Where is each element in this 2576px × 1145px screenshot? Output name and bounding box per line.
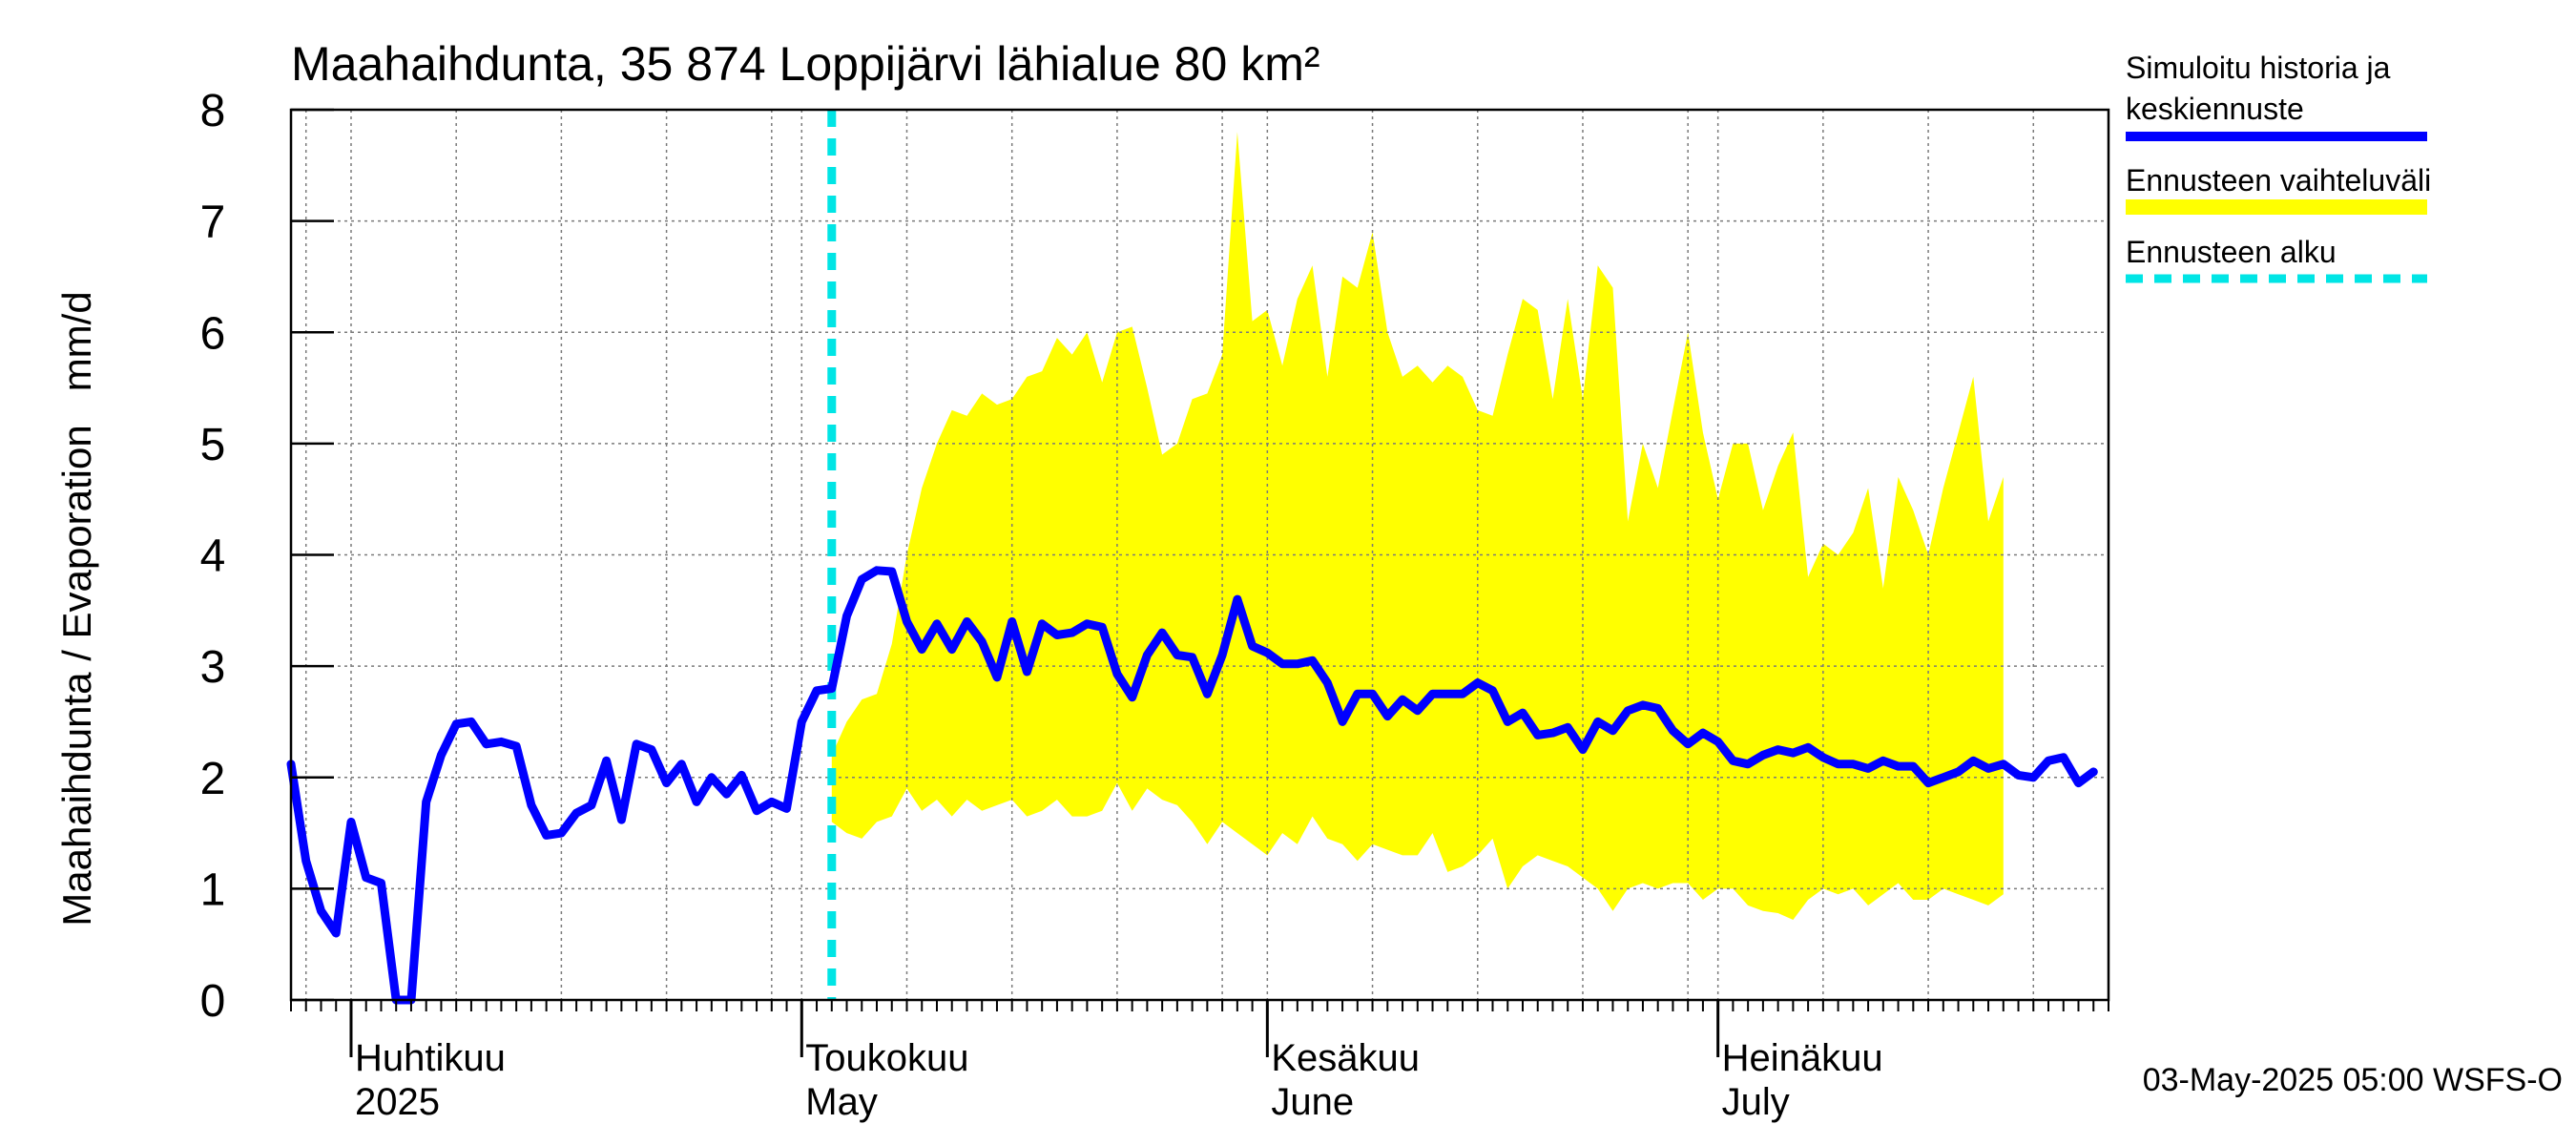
legend-forecast-start-label: Ennusteen alku [2126,235,2337,269]
chart-title: Maahaihdunta, 35 874 Loppijärvi lähialue… [291,37,1320,91]
forecast-range-band [831,132,2004,921]
x-month-label: Heinäkuu [1722,1037,1883,1079]
y-tick-label: 6 [200,308,226,359]
legend-band-label: Ennusteen vaihteluväli [2126,163,2431,198]
x-month-sublabel: June [1271,1081,1354,1123]
series-layer [286,110,2098,1005]
y-axis-label: Maahaihdunta / Evaporation mm/d [54,291,99,926]
x-month-sublabel: 2025 [355,1081,440,1123]
footer-timestamp: 03-May-2025 05:00 WSFS-O [2143,1062,2563,1098]
y-tick-label: 8 [200,86,226,136]
median-series-line [286,566,2098,1005]
axis-label-layer: 012345678Huhtikuu2025ToukokuuMayKesäkuuJ… [200,86,1883,1123]
y-tick-label: 4 [200,531,226,582]
y-tick-label: 2 [200,754,226,804]
x-month-label: Toukokuu [805,1037,968,1079]
forecast-range-band-layer [831,132,2004,921]
legend-median-label-line2: keskiennuste [2126,92,2304,126]
y-tick-label: 5 [200,420,226,470]
legend: Simuloitu historia ja keskiennuste Ennus… [2126,51,2431,283]
plot-frame-layer [289,108,2110,1057]
y-tick-label: 1 [200,864,226,915]
x-month-label: Kesäkuu [1271,1037,1420,1079]
grid-layer [291,109,2109,1000]
y-tick-label: 7 [200,198,226,248]
x-month-label: Huhtikuu [355,1037,506,1079]
legend-median-label-line1: Simuloitu historia ja [2126,51,2391,85]
y-tick-label: 0 [200,976,226,1027]
x-month-sublabel: May [805,1081,878,1123]
y-tick-label: 3 [200,642,226,693]
x-month-sublabel: July [1722,1081,1790,1123]
